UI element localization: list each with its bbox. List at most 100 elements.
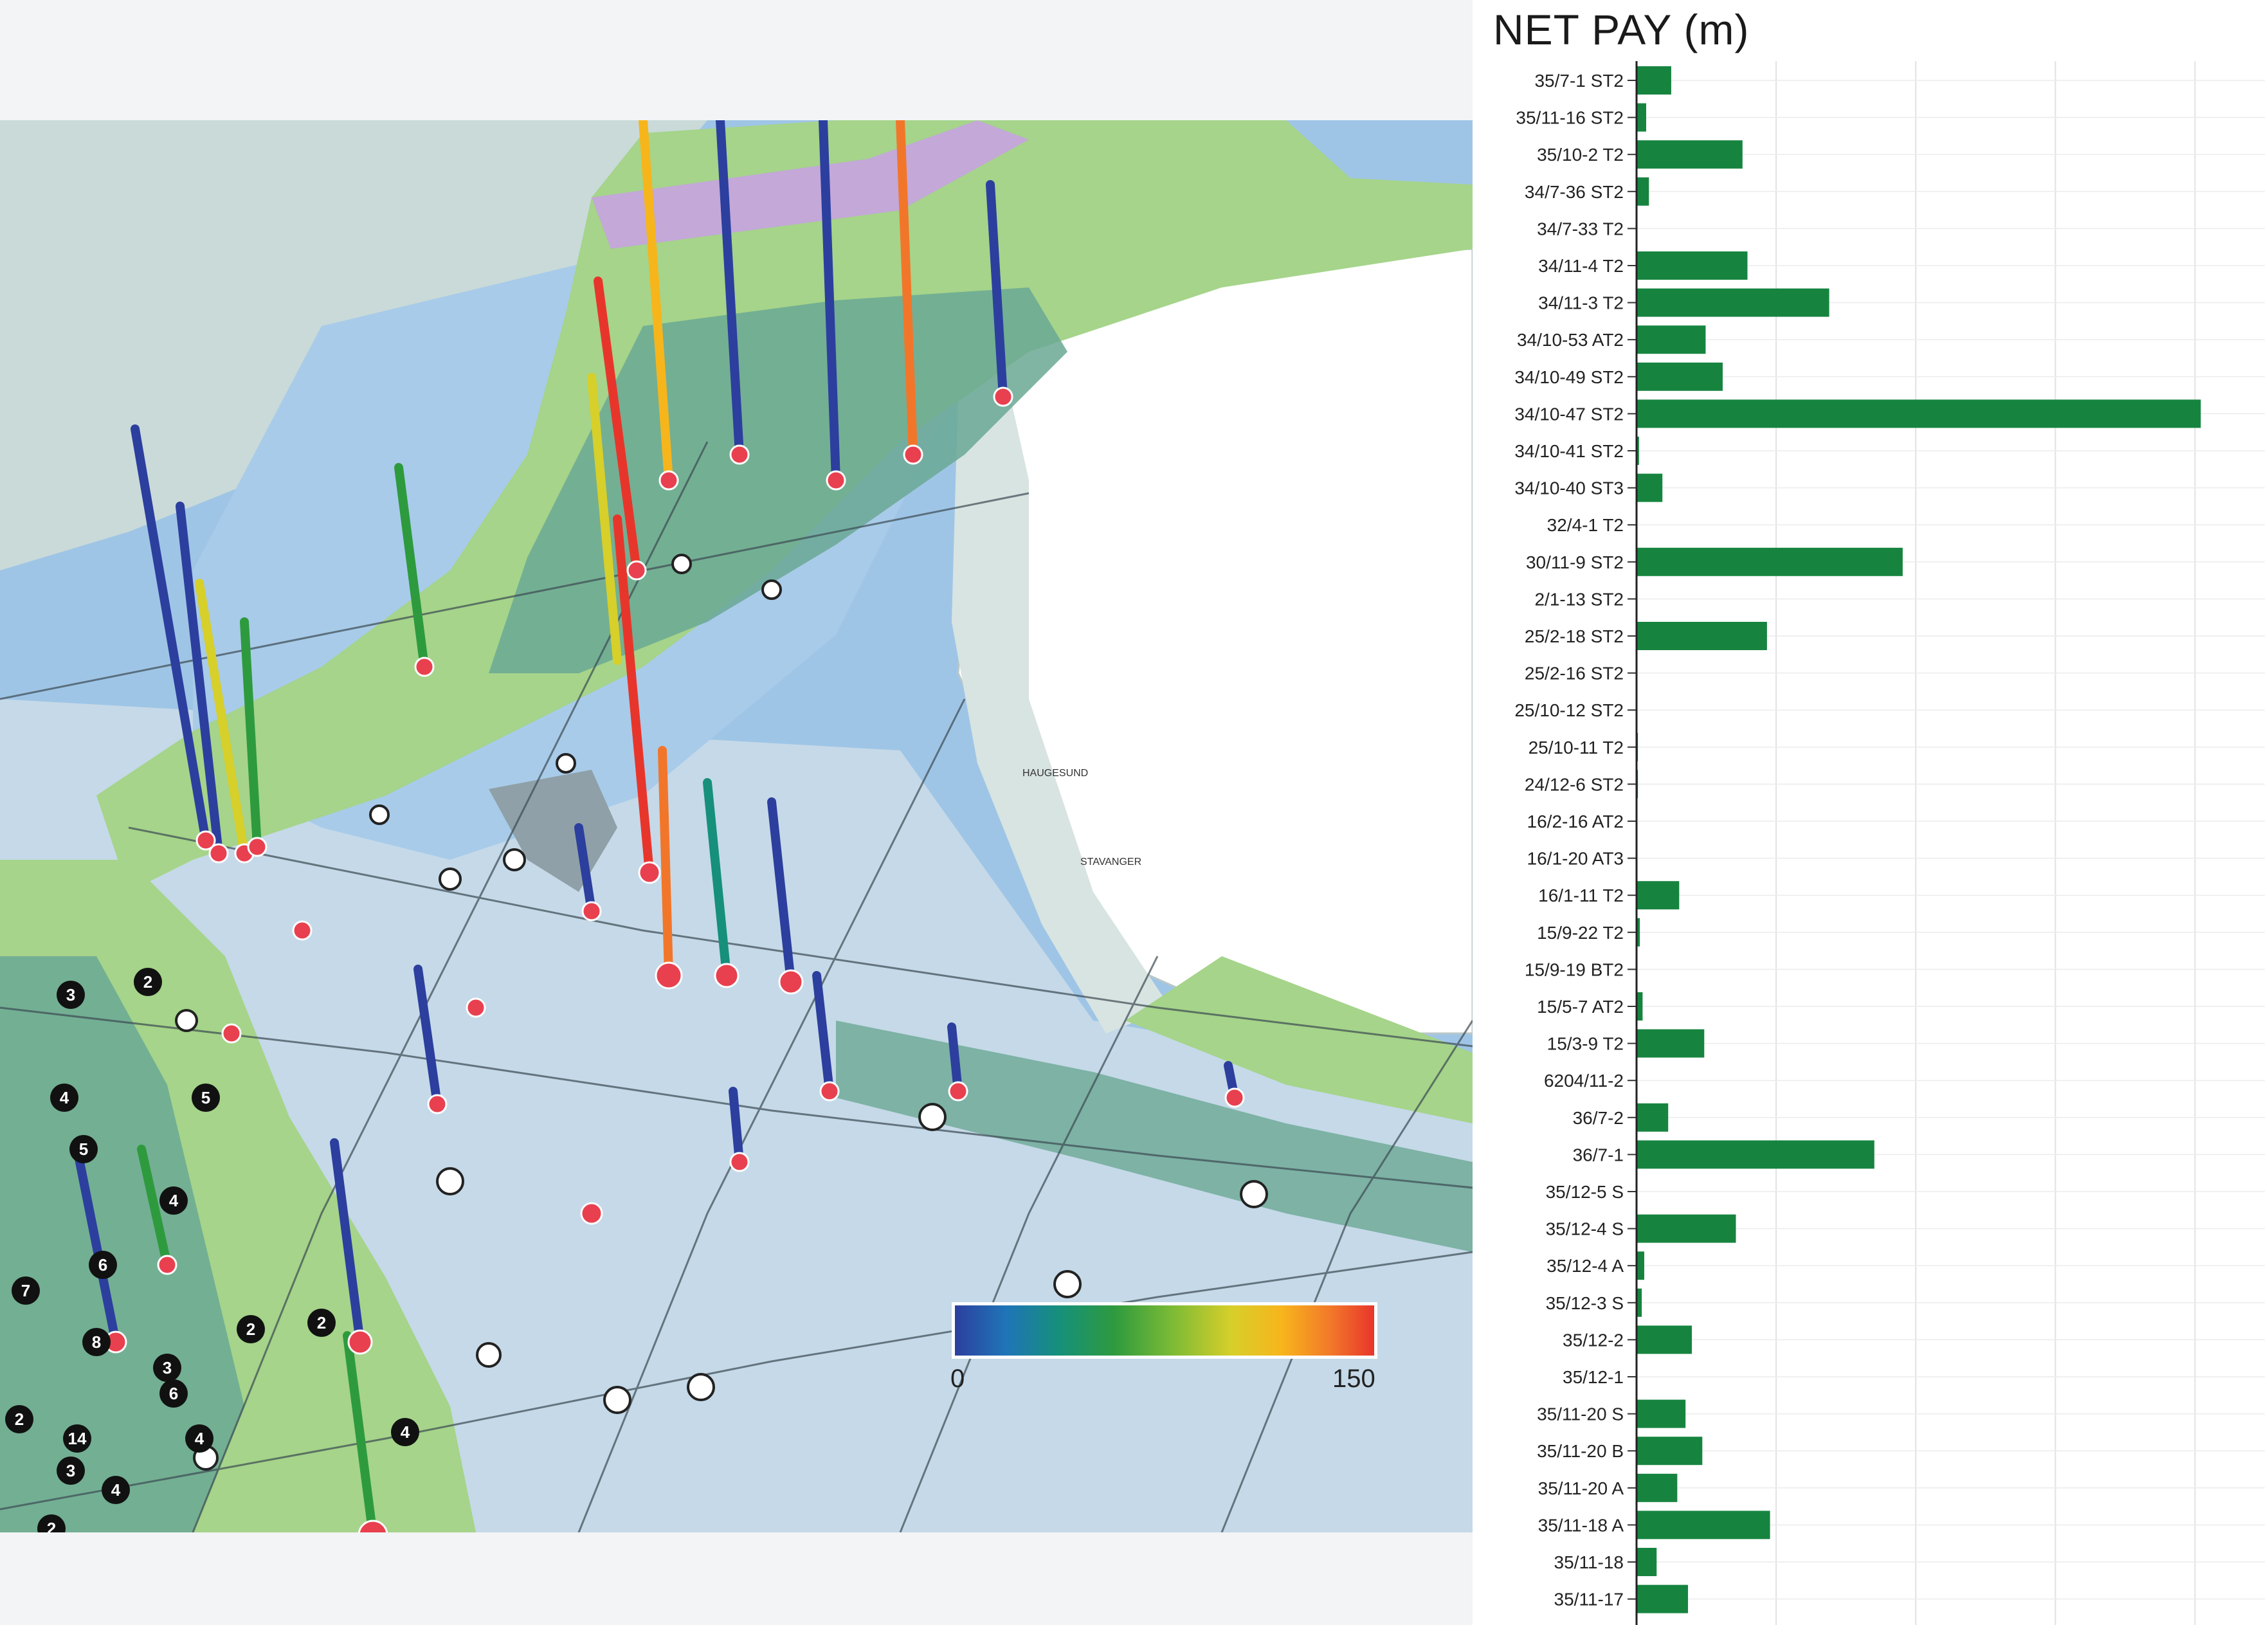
net-pay-bar <box>1637 288 1829 317</box>
net-pay-bar <box>1637 1103 1669 1132</box>
well-count-label: 2 <box>15 1410 24 1429</box>
net-pay-bar <box>1637 1325 1692 1354</box>
dry-well-symbols <box>175 554 1268 1471</box>
category-label: 24/12-6 ST2 <box>1525 774 1624 794</box>
numbered-wells: 2 3 4 5 6 7 8 14 2 3 4 2 6 4 2 3 2 4 5 4 <box>5 968 419 1532</box>
category-label: 6204/11-2 <box>1544 1071 1624 1091</box>
well-markers <box>104 386 1245 1532</box>
net-pay-bar <box>1637 251 1748 280</box>
well-count-label: 4 <box>195 1429 204 1448</box>
well-count-label: 2 <box>143 972 152 992</box>
purple-zone <box>592 120 1029 249</box>
category-label: 2/1-13 ST2 <box>1534 589 1624 609</box>
net-pay-map[interactable]: 2 3 4 5 6 7 8 14 2 3 4 2 6 4 2 3 2 4 5 4 <box>0 120 1473 1532</box>
net-pay-chart-panel: NET PAY (m) 35/7-1 ST2 35/11-16 ST2 35/10-… <box>1473 0 2268 1625</box>
well-count-label: 5 <box>201 1088 210 1107</box>
well-count-label: 6 <box>169 1384 178 1403</box>
net-pay-bar <box>1637 881 1680 910</box>
category-label: 34/7-33 T2 <box>1537 219 1624 239</box>
well-count-label: 3 <box>66 1461 75 1480</box>
category-label: 16/1-11 T2 <box>1538 885 1624 905</box>
net-pay-bar <box>1637 1029 1705 1058</box>
net-pay-bar <box>1637 1584 1689 1613</box>
well-count-label: 7 <box>21 1281 30 1300</box>
category-label: 35/10-2 T2 <box>1537 145 1624 165</box>
net-pay-colorbar <box>952 1302 1377 1359</box>
well-count-label: 14 <box>68 1429 87 1448</box>
category-label: 35/11-20 A <box>1538 1478 1624 1498</box>
category-label: 35/12-4 S <box>1546 1219 1624 1239</box>
well-count-label: 2 <box>246 1320 255 1339</box>
category-label: 34/10-40 ST3 <box>1514 478 1624 498</box>
well-count-label: 2 <box>317 1313 326 1332</box>
well-count-label: 5 <box>79 1139 88 1159</box>
category-label: 25/10-11 T2 <box>1529 738 1624 758</box>
net-pay-bar <box>1637 140 1743 169</box>
well-count-label: 4 <box>111 1480 121 1500</box>
category-label: 25/2-16 ST2 <box>1525 664 1624 684</box>
category-label: 35/11-20 B <box>1537 1441 1624 1461</box>
net-pay-bar <box>1637 437 1639 465</box>
category-label: 35/11-18 <box>1554 1552 1624 1572</box>
well-sticks <box>73 120 1239 1532</box>
place-label-stavanger: STAVANGER <box>1080 857 1141 867</box>
net-pay-bar <box>1637 1288 1642 1317</box>
net-pay-bar <box>1637 177 1649 206</box>
category-label: 35/7-1 ST2 <box>1534 71 1624 91</box>
category-label: 34/10-47 ST2 <box>1514 404 1624 424</box>
net-pay-bar <box>1637 399 2201 428</box>
net-pay-bar <box>1637 66 1671 95</box>
coastal-strip <box>952 365 1170 1033</box>
category-label: 32/4-1 T2 <box>1547 515 1624 535</box>
category-label: 25/10-12 ST2 <box>1514 700 1624 720</box>
net-pay-bar-chart: 35/7-1 ST2 35/11-16 ST2 35/10-2 T2 34/7-36 … <box>1514 61 2265 1625</box>
net-pay-bar <box>1637 918 1640 947</box>
category-label: 34/11-4 T2 <box>1538 256 1624 276</box>
net-pay-bar <box>1637 103 1646 132</box>
category-label: 35/11-18 A <box>1538 1515 1624 1535</box>
net-pay-bar <box>1637 473 1663 502</box>
category-label: 25/2-18 ST2 <box>1525 626 1624 646</box>
net-pay-bar <box>1637 622 1767 650</box>
category-label: 35/12-2 <box>1563 1330 1624 1350</box>
category-label: 34/7-36 ST2 <box>1525 182 1624 202</box>
net-pay-bar <box>1637 1473 1678 1502</box>
basin-band-east <box>836 1021 1473 1252</box>
net-pay-bar <box>1637 1399 1686 1428</box>
well-count-label: 8 <box>92 1332 101 1352</box>
category-label: 34/10-49 ST2 <box>1514 367 1624 387</box>
net-pay-bar <box>1637 1214 1736 1243</box>
category-label: 16/1-20 AT3 <box>1527 849 1624 869</box>
category-label: 34/11-3 T2 <box>1538 293 1624 313</box>
net-pay-bar <box>1637 1251 1644 1280</box>
net-pay-bar <box>1637 547 1903 576</box>
well-count-label: 4 <box>169 1191 179 1210</box>
well-count-label: 2 <box>47 1519 56 1532</box>
category-label: 35/12-4 A <box>1547 1256 1624 1276</box>
category-label: 35/12-5 S <box>1546 1182 1624 1202</box>
net-pay-bar <box>1637 1548 1657 1576</box>
net-pay-bar <box>1637 1437 1703 1466</box>
category-label: 15/9-22 T2 <box>1537 923 1624 943</box>
well-count-label: 4 <box>60 1088 69 1107</box>
net-pay-bar <box>1637 992 1643 1021</box>
colorbar-min-label: 0 <box>950 1365 965 1393</box>
net-pay-bar <box>1637 325 1706 354</box>
category-label: 36/7-2 <box>1573 1108 1624 1128</box>
category-label: 30/11-9 ST2 <box>1526 552 1624 572</box>
net-pay-bar <box>1637 1140 1874 1169</box>
category-label: 34/10-53 AT2 <box>1517 330 1624 350</box>
category-label: 34/10-41 ST2 <box>1514 441 1624 461</box>
chart-title: NET PAY (m) <box>1493 6 1750 53</box>
well-count-label: 3 <box>66 985 75 1004</box>
category-label: 35/11-20 S <box>1537 1404 1624 1424</box>
category-label: 35/12-3 S <box>1546 1293 1624 1313</box>
place-label-haugesund: HAUGESUND <box>1022 768 1088 779</box>
well-count-label: 6 <box>98 1255 107 1275</box>
category-label: 35/11-17 <box>1554 1590 1624 1610</box>
category-label: 15/3-9 T2 <box>1547 1034 1624 1054</box>
colorbar-max-label: 150 <box>1332 1365 1375 1393</box>
category-label: 15/9-19 BT2 <box>1525 959 1624 979</box>
terrace-east <box>1125 956 1473 1123</box>
category-label: 35/12-1 <box>1563 1367 1624 1387</box>
